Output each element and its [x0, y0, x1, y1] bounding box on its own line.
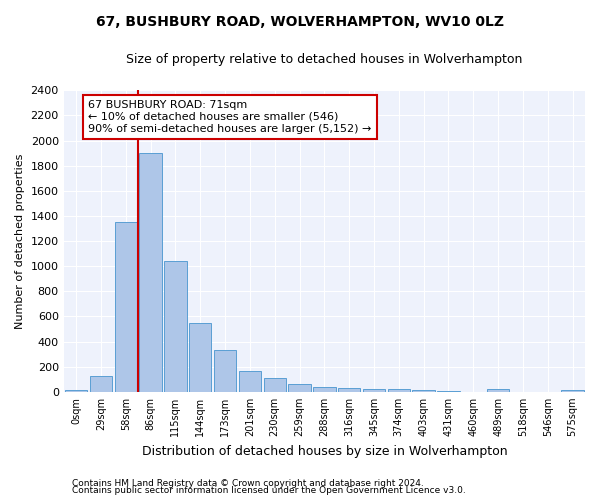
Bar [388, 390, 410, 392]
Text: Contains public sector information licensed under the Open Government Licence v3: Contains public sector information licen… [72, 486, 466, 495]
Bar [487, 390, 509, 392]
Bar [263, 378, 286, 392]
Text: 67, BUSHBURY ROAD, WOLVERHAMPTON, WV10 0LZ: 67, BUSHBURY ROAD, WOLVERHAMPTON, WV10 0… [96, 15, 504, 29]
Bar [139, 153, 162, 392]
Bar [239, 371, 261, 392]
Bar [437, 391, 460, 392]
Bar [164, 260, 187, 392]
X-axis label: Distribution of detached houses by size in Wolverhampton: Distribution of detached houses by size … [142, 444, 507, 458]
Bar [313, 387, 335, 392]
Text: 67 BUSHBURY ROAD: 71sqm
← 10% of detached houses are smaller (546)
90% of semi-d: 67 BUSHBURY ROAD: 71sqm ← 10% of detache… [88, 100, 372, 134]
Bar [289, 384, 311, 392]
Title: Size of property relative to detached houses in Wolverhampton: Size of property relative to detached ho… [126, 52, 523, 66]
Y-axis label: Number of detached properties: Number of detached properties [15, 154, 25, 328]
Bar [115, 222, 137, 392]
Text: Contains HM Land Registry data © Crown copyright and database right 2024.: Contains HM Land Registry data © Crown c… [72, 478, 424, 488]
Bar [90, 376, 112, 392]
Bar [562, 390, 584, 392]
Bar [412, 390, 435, 392]
Bar [65, 390, 87, 392]
Bar [214, 350, 236, 392]
Bar [363, 388, 385, 392]
Bar [189, 324, 211, 392]
Bar [338, 388, 361, 392]
